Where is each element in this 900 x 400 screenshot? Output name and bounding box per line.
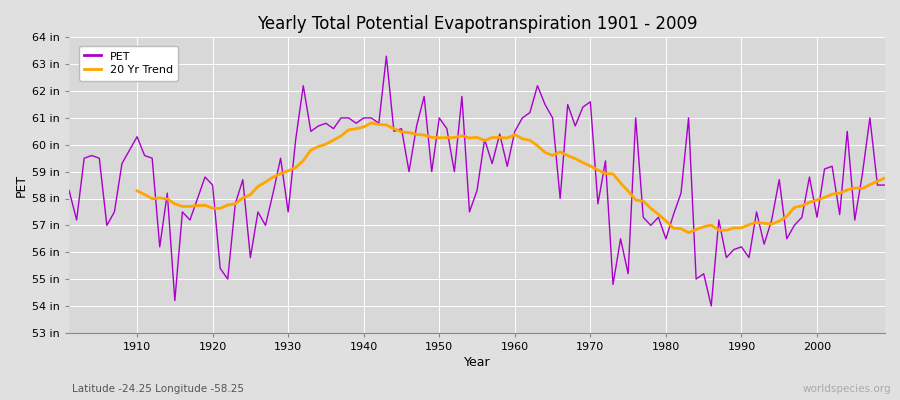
Title: Yearly Total Potential Evapotranspiration 1901 - 2009: Yearly Total Potential Evapotranspiratio… — [256, 15, 698, 33]
Y-axis label: PET: PET — [15, 174, 28, 197]
X-axis label: Year: Year — [464, 356, 490, 369]
Text: Latitude -24.25 Longitude -58.25: Latitude -24.25 Longitude -58.25 — [72, 384, 244, 394]
Legend: PET, 20 Yr Trend: PET, 20 Yr Trend — [78, 46, 178, 80]
Text: worldspecies.org: worldspecies.org — [803, 384, 891, 394]
